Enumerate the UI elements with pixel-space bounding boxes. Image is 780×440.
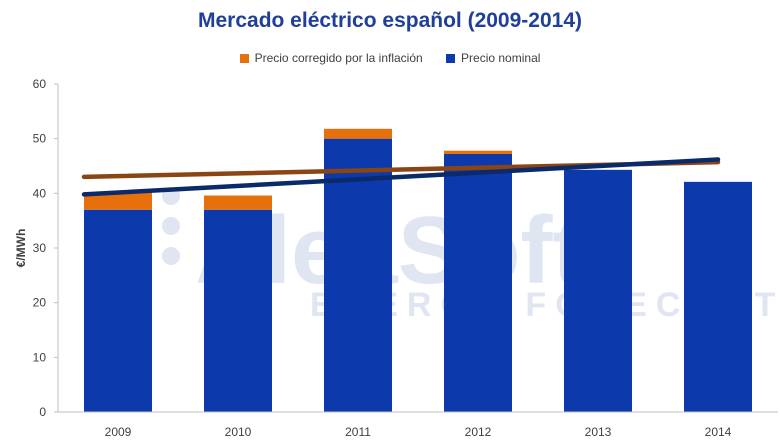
- y-tick-label: 30: [33, 241, 47, 255]
- legend-swatch-inflation: [239, 53, 249, 63]
- y-tick-label: 60: [33, 77, 47, 91]
- x-axis: 2009 2010 2011 2012 2013 2014: [58, 411, 778, 439]
- trendlines-group: [81, 157, 721, 197]
- chart-title: Mercado eléctrico español (2009-2014): [197, 9, 582, 32]
- x-tick-label: 2009: [105, 425, 132, 439]
- bar-inflation: [204, 195, 272, 210]
- bar-nominal: [204, 209, 272, 412]
- bar-inflation: [84, 192, 152, 210]
- y-axis: 0 10 20 30 40 50 60: [33, 77, 59, 419]
- x-tick-label: 2010: [225, 425, 252, 439]
- bar-inflation: [324, 128, 392, 139]
- legend-item-nominal: Precio nominal: [446, 51, 540, 65]
- y-tick-label: 50: [33, 132, 47, 146]
- watermark-dots-icon: [162, 187, 180, 265]
- y-axis-label: €/MWh: [14, 229, 28, 268]
- trendline-nominal: [81, 157, 721, 197]
- y-tick-label: 20: [33, 296, 47, 310]
- bars-group: [84, 128, 752, 412]
- y-tick-label: 10: [33, 350, 47, 364]
- bar-nominal: [684, 181, 752, 412]
- legend-label-nominal: Precio nominal: [461, 51, 541, 65]
- bar-nominal: [84, 209, 152, 412]
- x-tick-label: 2011: [345, 425, 371, 439]
- legend-swatch-nominal: [446, 53, 456, 63]
- bar-nominal: [324, 138, 392, 412]
- x-tick-label: 2012: [465, 425, 492, 439]
- bar-inflation: [444, 150, 512, 154]
- x-tick-label: 2014: [705, 425, 732, 439]
- legend-item-inflation: Precio corregido por la inflación: [239, 51, 423, 65]
- chart-legend: Precio corregido por la inflación Precio…: [0, 51, 780, 66]
- legend-label-inflation: Precio corregido por la inflación: [254, 51, 423, 65]
- bar-nominal: [444, 153, 512, 412]
- y-tick-label: 40: [33, 186, 47, 200]
- x-tick-label: 2013: [585, 425, 612, 439]
- y-tick-label: 0: [39, 405, 46, 419]
- bar-nominal: [564, 169, 632, 412]
